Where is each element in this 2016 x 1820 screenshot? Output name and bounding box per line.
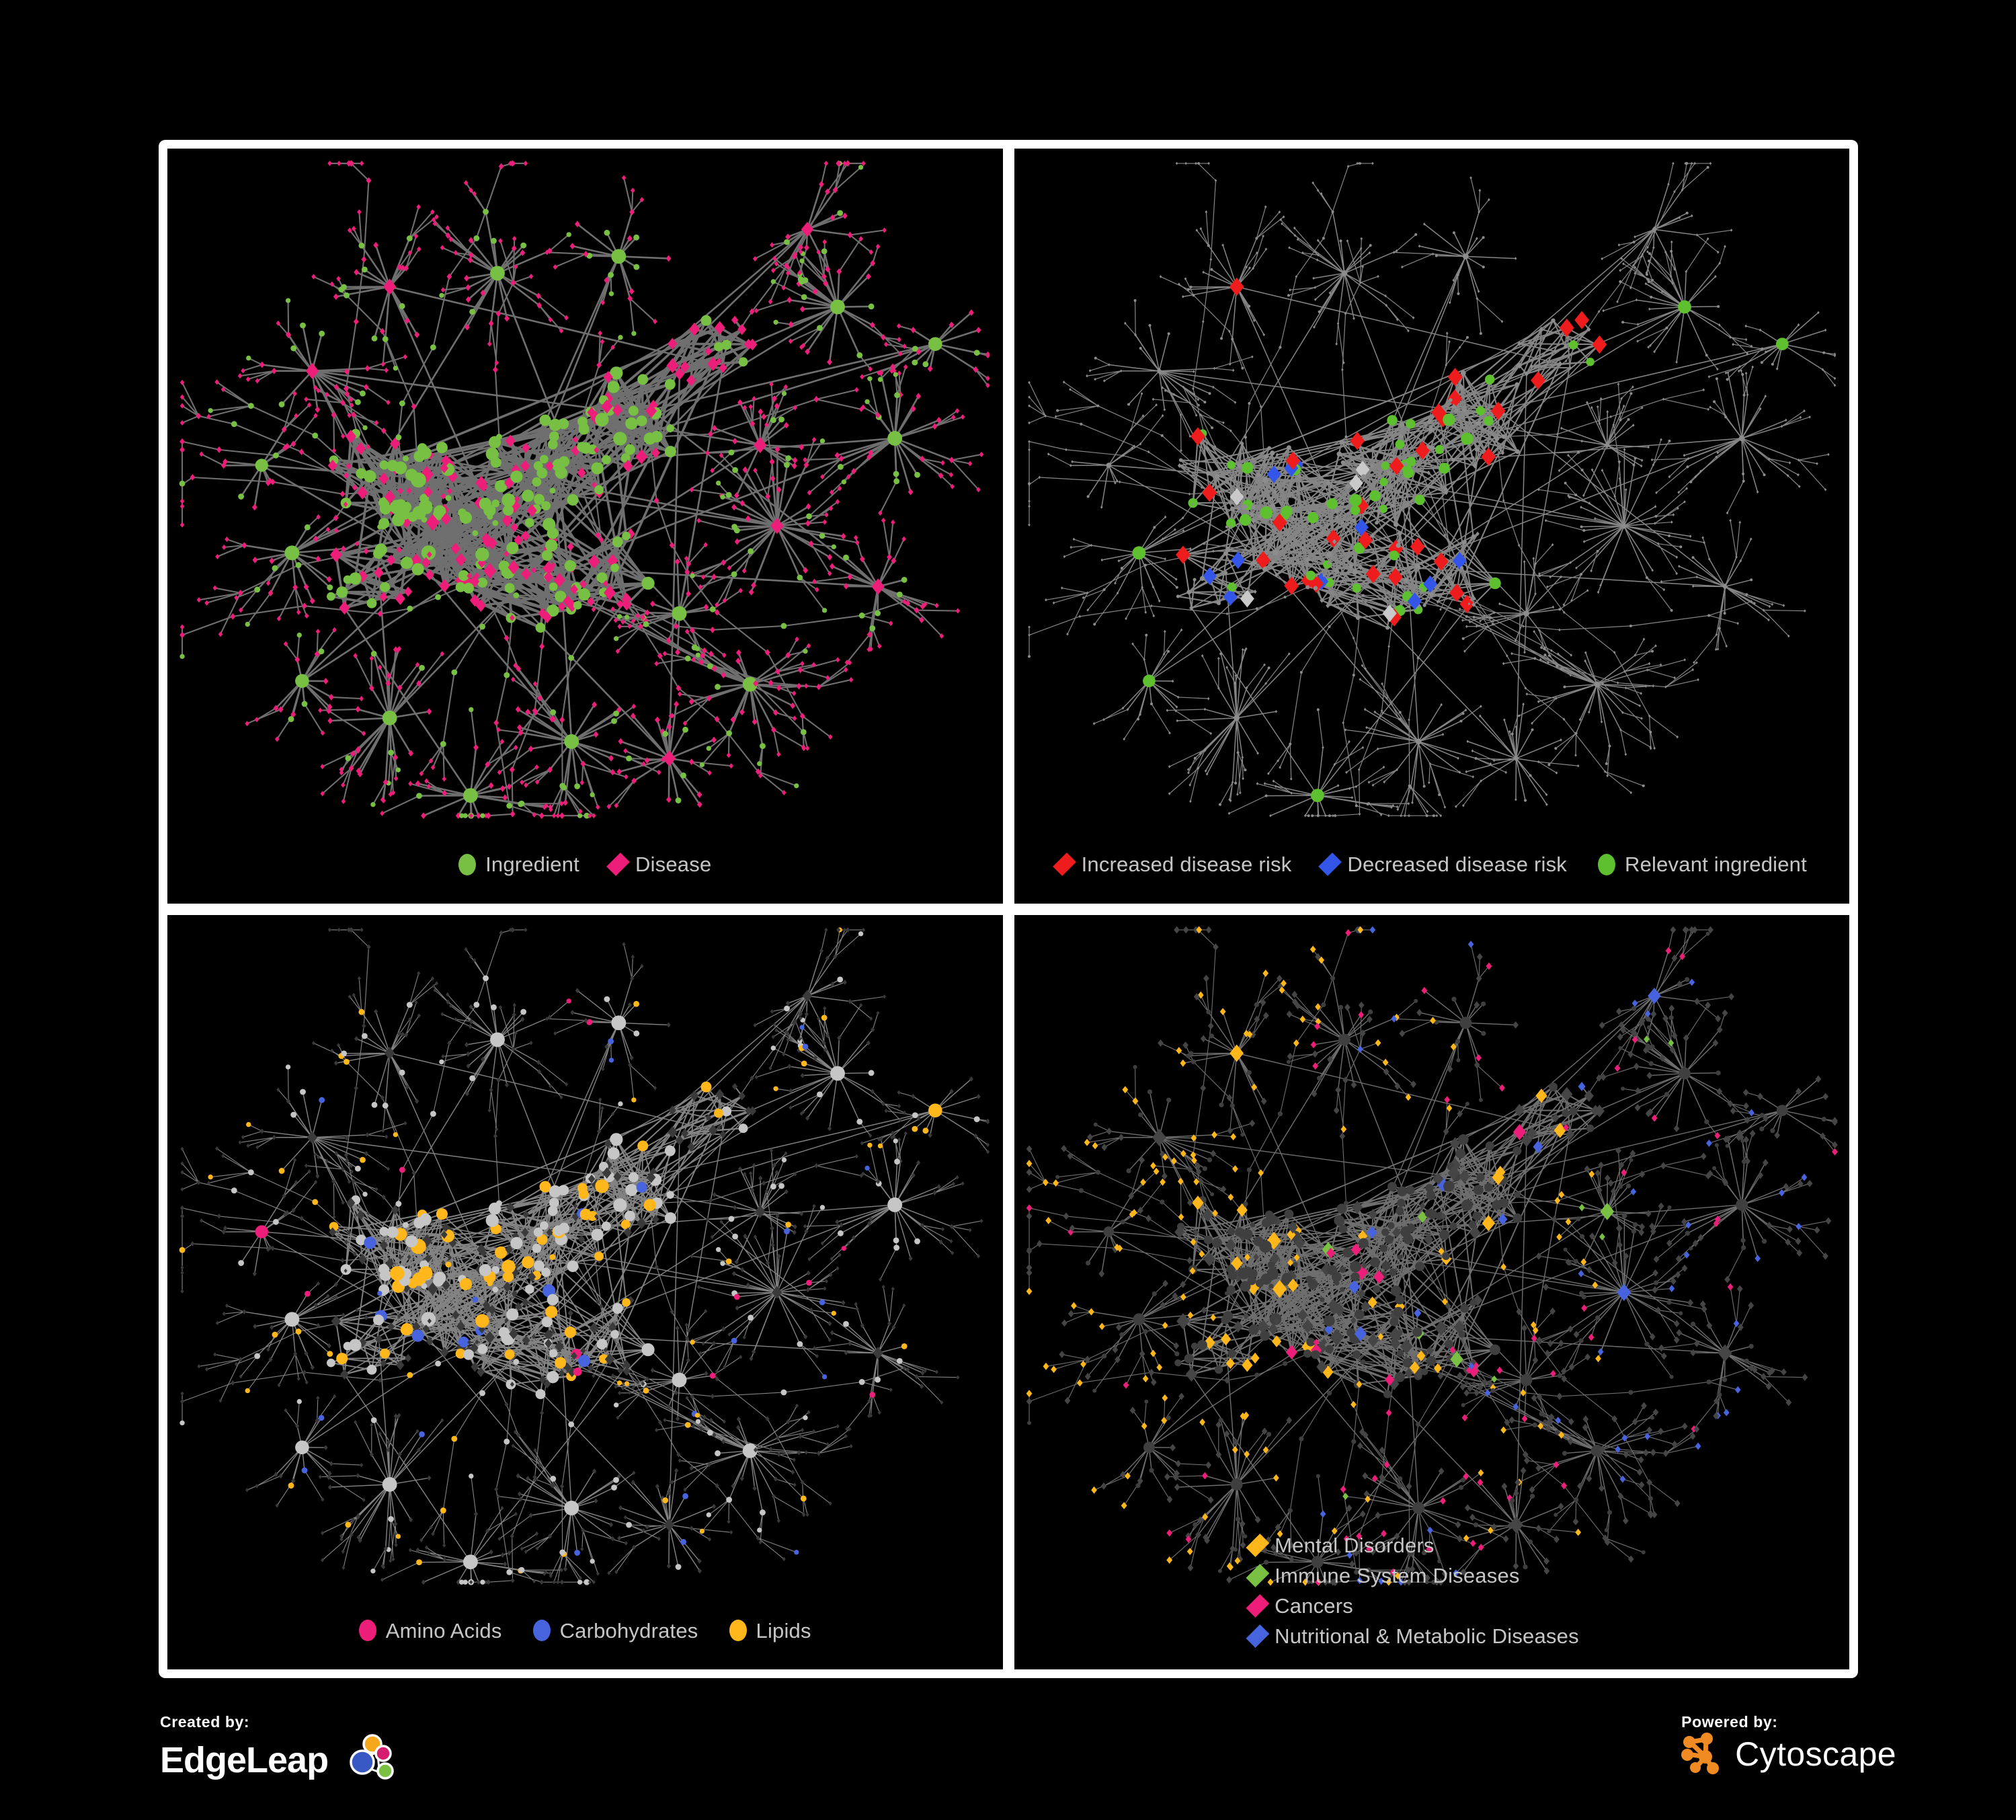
powered-by-kicker: Powered by: [1681,1713,1778,1731]
legend-label: Ingredient [485,853,579,876]
network-canvas-disease-risk[interactable] [1014,149,1850,904]
cytoscape-graph-icon [1681,1733,1720,1774]
network-canvas-disease-category[interactable] [1014,915,1850,1670]
legend-label: Disease [635,853,712,876]
legend-disease-category: Mental Disorders Immune System Diseases … [1223,1534,1640,1648]
increased-risk-marker-icon [1052,853,1076,876]
network-canvas-ingredient-disease[interactable] [167,149,1003,904]
cytoscape-logo[interactable]: Cytoscape [1681,1733,1896,1776]
legend-disease-risk: Increased disease risk Decreased disease… [1014,853,1850,876]
legend-label: Immune System Diseases [1275,1564,1520,1587]
panel-disease-risk-network[interactable]: Increased disease risk Decreased disease… [1014,149,1850,904]
lipids-marker-icon [729,1620,747,1641]
edgeleap-logo[interactable]: EdgeLeap [160,1733,397,1788]
legend-label: Cancers [1275,1594,1353,1618]
legend-item[interactable]: Decreased disease risk [1318,853,1567,876]
legend-label: Relevant ingredient [1625,853,1807,876]
legend-item[interactable]: Carbohydrates [532,1618,698,1643]
legend-label: Decreased disease risk [1347,853,1567,876]
legend-item[interactable]: Disease [606,853,712,876]
panel-ingredient-disease-network[interactable]: Ingredient Disease [167,149,1003,904]
panel-disease-category-network[interactable]: Mental Disorders Immune System Diseases … [1014,914,1850,1670]
panel-ingredient-class-network[interactable]: Amino Acids Carbohydrates Lipids [167,914,1003,1670]
panel-grid: Ingredient Disease Increased disease ris… [159,140,1858,1678]
cytoscape-wordmark: Cytoscape [1735,1735,1896,1773]
legend-item[interactable]: Immune System Diseases [1246,1564,1519,1587]
decreased-risk-marker-icon [1318,853,1342,876]
legend-item[interactable]: Cancers [1246,1594,1471,1618]
legend-item[interactable]: Increased disease risk [1052,853,1292,876]
mental-disorders-marker-icon [1246,1534,1270,1557]
carbohydrates-marker-icon [532,1620,551,1641]
immune-system-diseases-marker-icon [1246,1564,1270,1587]
legend-item[interactable]: Amino Acids [358,1618,502,1643]
relevant-ingredient-marker-icon [1598,853,1615,875]
powered-by-branding: Powered by: Cytoscape [1681,1713,1896,1776]
legend-item[interactable]: Relevant ingredient [1598,853,1807,876]
network-canvas-ingredient-class[interactable] [167,915,1003,1670]
legend-label: Lipids [756,1618,811,1643]
legend-ingredient-disease: Ingredient Disease [167,853,1003,876]
legend-label: Carbohydrates [559,1618,698,1643]
disease-marker-icon [606,853,630,876]
legend-item[interactable]: Mental Disorders [1246,1534,1471,1557]
legend-label: Amino Acids [385,1618,502,1643]
legend-item[interactable]: Nutritional & Metabolic Diseases [1246,1624,1579,1648]
cancers-marker-icon [1246,1594,1270,1618]
ingredient-marker-icon [458,853,477,875]
edgeleap-wordmark: EdgeLeap [160,1740,329,1780]
nutritional-metabolic-diseases-marker-icon [1246,1624,1270,1648]
legend-item[interactable]: Ingredient [458,853,579,876]
edgeleap-graph-icon [350,1734,394,1780]
created-by-branding: Created by: EdgeLeap [160,1713,397,1788]
legend-ingredient-class: Amino Acids Carbohydrates Lipids [167,1620,1003,1641]
created-by-kicker: Created by: [160,1713,250,1731]
legend-label: Increased disease risk [1081,853,1292,876]
legend-label: Nutritional & Metabolic Diseases [1275,1624,1579,1648]
legend-item[interactable]: Lipids [729,1620,811,1641]
legend-label: Mental Disorders [1275,1534,1435,1557]
amino-acids-marker-icon [358,1620,376,1641]
